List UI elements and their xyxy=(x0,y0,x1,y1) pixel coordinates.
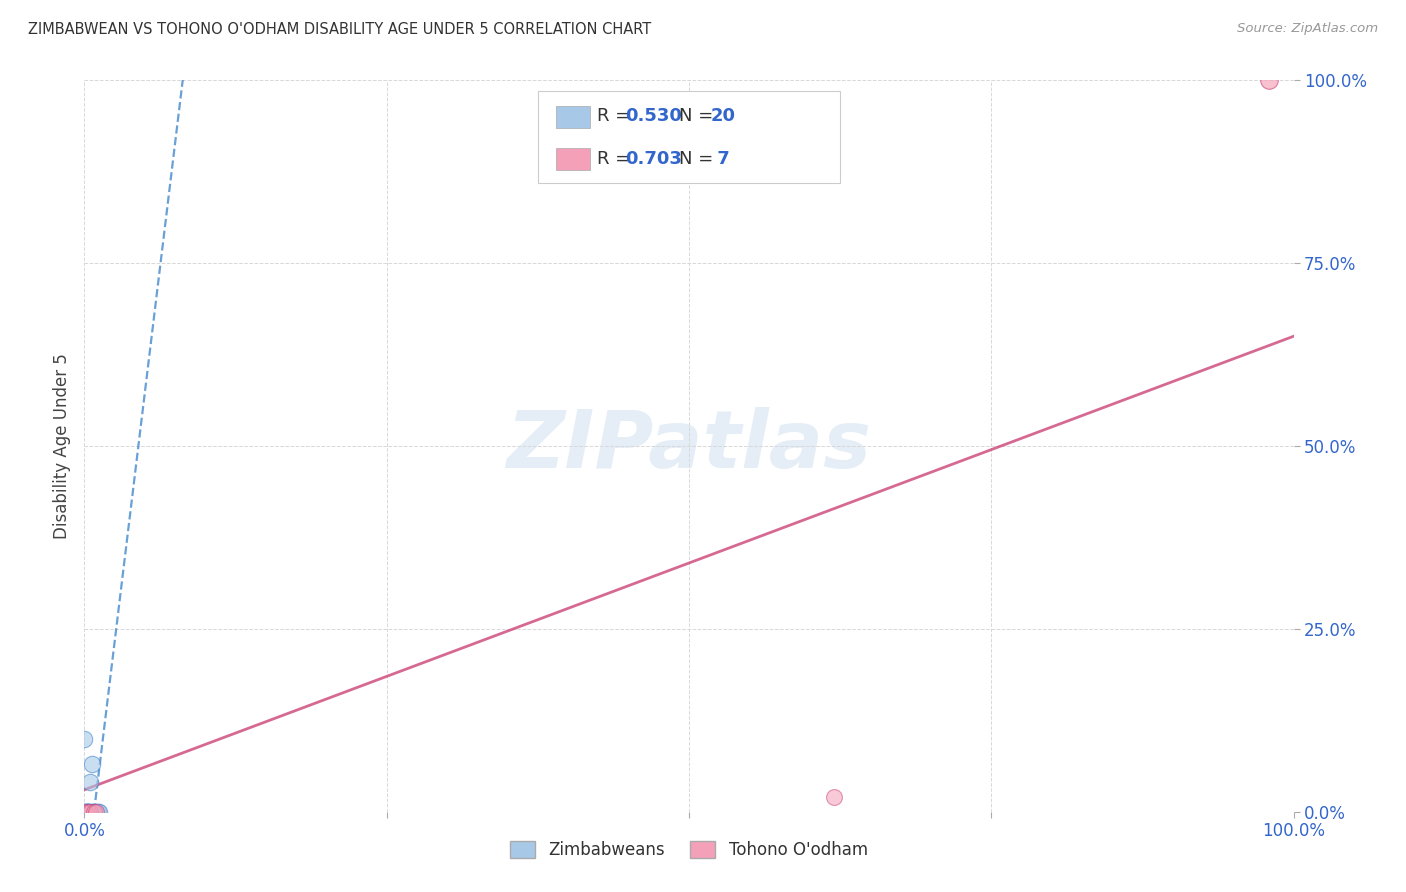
Legend: Zimbabweans, Tohono O'odham: Zimbabweans, Tohono O'odham xyxy=(503,834,875,865)
Text: Source: ZipAtlas.com: Source: ZipAtlas.com xyxy=(1237,22,1378,36)
Point xyxy=(75,805,97,819)
Text: 20: 20 xyxy=(710,107,735,125)
Point xyxy=(83,805,105,819)
Point xyxy=(75,805,97,819)
Point xyxy=(87,805,110,819)
Point xyxy=(73,805,96,819)
Text: N =: N = xyxy=(679,150,720,169)
Point xyxy=(76,805,98,819)
Point xyxy=(79,775,101,789)
Point xyxy=(84,805,107,819)
FancyBboxPatch shape xyxy=(538,91,841,183)
Point xyxy=(73,805,96,819)
Point xyxy=(79,805,101,819)
Point xyxy=(73,805,96,819)
Point xyxy=(86,805,108,819)
Text: 0.703: 0.703 xyxy=(624,150,682,169)
Point xyxy=(77,805,100,819)
Text: ZIPatlas: ZIPatlas xyxy=(506,407,872,485)
Point xyxy=(77,805,100,819)
Point xyxy=(1258,73,1281,87)
Y-axis label: Disability Age Under 5: Disability Age Under 5 xyxy=(53,353,72,539)
Text: ZIMBABWEAN VS TOHONO O'ODHAM DISABILITY AGE UNDER 5 CORRELATION CHART: ZIMBABWEAN VS TOHONO O'ODHAM DISABILITY … xyxy=(28,22,651,37)
Text: 0.530: 0.530 xyxy=(624,107,682,125)
Point xyxy=(77,805,100,819)
Point xyxy=(86,805,108,819)
Point xyxy=(79,805,101,819)
FancyBboxPatch shape xyxy=(555,106,589,128)
Text: R =: R = xyxy=(598,107,636,125)
Point xyxy=(77,805,100,819)
Text: N =: N = xyxy=(679,107,720,125)
Point xyxy=(83,805,105,819)
Point xyxy=(80,805,103,819)
Point xyxy=(80,757,103,772)
Point xyxy=(82,805,104,819)
Point xyxy=(73,731,96,746)
Point xyxy=(76,805,98,819)
Text: 7: 7 xyxy=(710,150,730,169)
Point xyxy=(86,805,108,819)
FancyBboxPatch shape xyxy=(555,148,589,170)
Point xyxy=(823,790,845,805)
Text: R =: R = xyxy=(598,150,636,169)
